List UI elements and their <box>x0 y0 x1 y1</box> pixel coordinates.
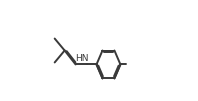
Text: HN: HN <box>75 54 89 63</box>
